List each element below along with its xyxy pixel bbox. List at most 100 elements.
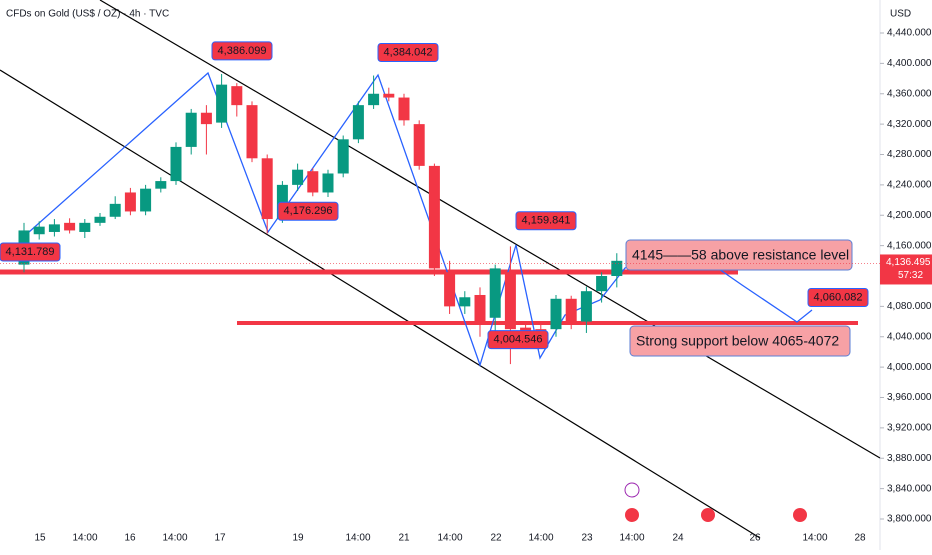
y-tick-label: 3,800.000 [887, 514, 932, 525]
candle-body [368, 93, 380, 106]
y-tick-label: 4,440.000 [887, 28, 932, 39]
candle-body [185, 112, 197, 147]
candle-body [459, 297, 471, 307]
x-tick-label: 14:00 [162, 533, 187, 544]
price-label: 4,131.789 [6, 246, 55, 258]
y-tick-label: 4,080.000 [887, 301, 932, 312]
price-label: 4,386.099 [218, 45, 267, 57]
event-icon [793, 508, 807, 522]
y-tick-label: 4,200.000 [887, 210, 932, 221]
x-tick-label: 14:00 [345, 533, 370, 544]
y-tick-label: 3,880.000 [887, 453, 932, 464]
x-tick-label: 14:00 [802, 533, 827, 544]
candle-body [428, 165, 440, 269]
candle-body [140, 188, 152, 212]
candle-body [474, 294, 486, 322]
y-tick-label: 4,360.000 [887, 88, 932, 99]
candle-body [216, 84, 228, 123]
currency: USD [890, 9, 911, 20]
chart-title: CFDs on Gold (US$ / OZ) · 4h · TVC [6, 9, 169, 20]
channel-line [0, 69, 761, 539]
candle-body [489, 268, 501, 318]
price-label: 4,060.082 [814, 291, 863, 303]
candle-body [413, 124, 425, 166]
price-label: 4,004.546 [494, 334, 543, 346]
candle-body [580, 291, 592, 322]
x-tick-label: 16 [124, 533, 136, 544]
x-tick-label: 14:00 [528, 533, 553, 544]
current-price-box [880, 254, 932, 285]
annotation-box [625, 239, 853, 271]
price-label-box [807, 288, 869, 308]
price-label-box [377, 42, 439, 62]
candle-body [307, 171, 319, 193]
candle-body [520, 327, 532, 331]
x-tick-label: 14:00 [72, 533, 97, 544]
event-icon [701, 508, 715, 522]
x-tick-label: 14:00 [437, 533, 462, 544]
y-tick-label: 3,840.000 [887, 483, 932, 494]
countdown: 57:32 [898, 270, 923, 281]
y-tick-label: 4,280.000 [887, 149, 932, 160]
channel-line [99, 0, 881, 459]
candle-body [109, 203, 121, 217]
candle-body [550, 298, 562, 330]
candle-body [231, 86, 243, 106]
candle-body [611, 260, 623, 276]
y-tick-label: 3,920.000 [887, 423, 932, 434]
price-label-box [211, 41, 273, 61]
candle-body [246, 105, 258, 159]
price-label: 4,159.841 [522, 215, 571, 227]
price-label-box [515, 211, 577, 231]
candle-body [33, 226, 45, 235]
candle-body [292, 169, 304, 185]
y-tick-label: 3,960.000 [887, 392, 932, 403]
x-tick-label: 23 [581, 533, 593, 544]
event-icon [624, 482, 640, 498]
annotation: 4145——58 above resistance level [632, 247, 849, 263]
y-tick-label: 4,000.000 [887, 362, 932, 373]
x-tick-label: 22 [490, 533, 502, 544]
x-tick-label: 26 [749, 533, 761, 544]
x-tick-label: 21 [398, 533, 410, 544]
candle-body [170, 146, 182, 182]
candle-body [48, 224, 60, 232]
candle-body [383, 93, 395, 98]
candle-body [200, 112, 212, 125]
candle-body [79, 222, 91, 232]
candle-body [596, 276, 608, 292]
annotation: Strong support below 4065-4072 [636, 333, 839, 349]
x-tick-label: 24 [672, 533, 684, 544]
y-tick-label: 4,240.000 [887, 180, 932, 191]
price-label-box [277, 201, 339, 221]
x-tick-label: 19 [292, 533, 304, 544]
candle-body [155, 181, 167, 189]
price-label-box [0, 242, 61, 262]
price-label: 4,384.042 [384, 46, 433, 58]
candle-body [504, 272, 516, 330]
zigzag [19, 71, 813, 368]
candle-body [124, 192, 136, 212]
candle-body [322, 173, 334, 193]
candle-body [94, 216, 106, 223]
x-tick-label: 28 [854, 533, 866, 544]
candle-body [352, 105, 364, 140]
x-tick-label: 14:00 [619, 533, 644, 544]
candle-body [337, 139, 349, 174]
event-icon [625, 508, 639, 522]
candle-body [64, 222, 76, 231]
x-tick-label: 15 [34, 533, 46, 544]
candle-body [444, 272, 456, 307]
current-price: 4,136.495 [886, 257, 931, 268]
y-tick-label: 4,320.000 [887, 119, 932, 130]
y-tick-label: 4,400.000 [887, 58, 932, 69]
price-label: 4,176.296 [284, 205, 333, 217]
y-tick-label: 4,040.000 [887, 331, 932, 342]
candle-body [398, 97, 410, 121]
candle-body [261, 158, 273, 220]
x-tick-label: 17 [214, 533, 226, 544]
candle-body [565, 298, 577, 322]
price-label-box [487, 330, 549, 350]
